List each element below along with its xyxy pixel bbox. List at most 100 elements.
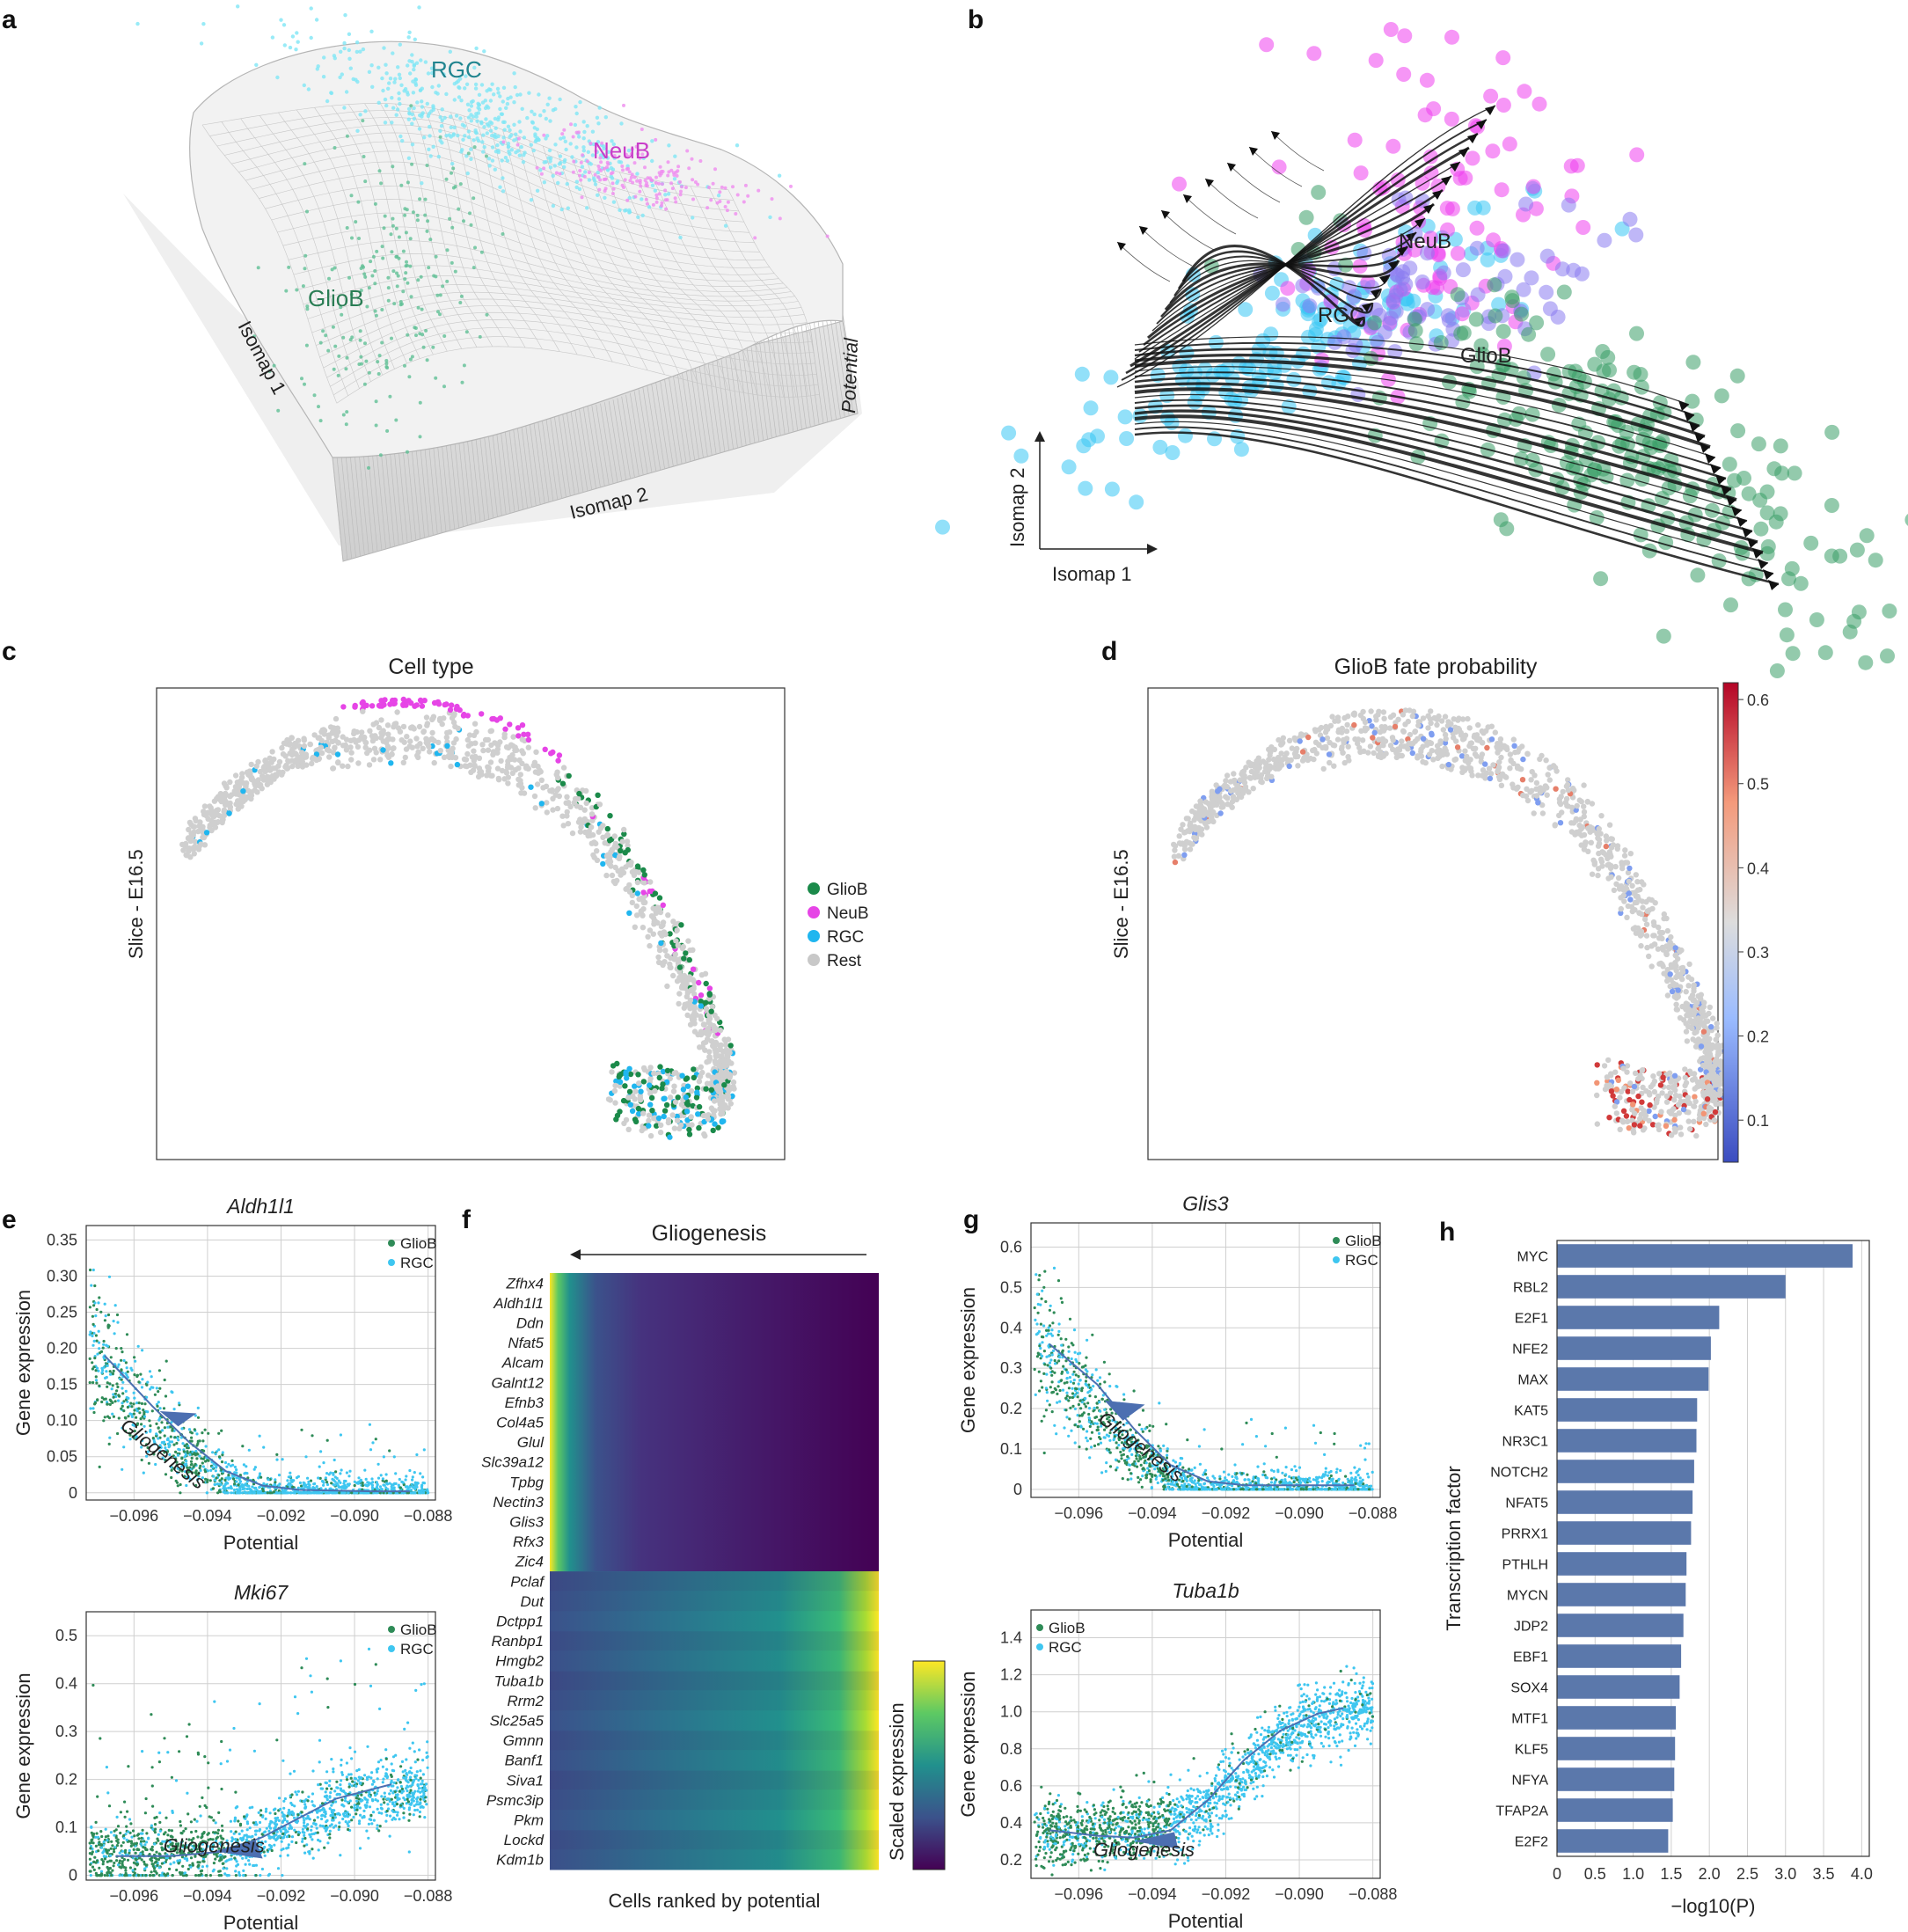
landscape-cell-neub (631, 180, 635, 185)
slice-cell-rest (609, 872, 616, 879)
slice-cell-rest (385, 745, 391, 751)
slice-cell-rest (446, 729, 453, 735)
landscape-cell-rgc (420, 99, 424, 104)
velocity-cell-gliob (1513, 451, 1529, 467)
velocity-cell-gliob (1868, 553, 1883, 568)
landscape-cell-rgc (483, 99, 487, 103)
slice-cell-rest (430, 714, 437, 720)
landscape-cell-gliob (442, 384, 446, 389)
landscape-mesh-line (727, 189, 820, 395)
landscape-wall-line (714, 347, 730, 451)
landscape-cell-rgc (777, 173, 782, 178)
slice-cell-high-prob (1635, 1093, 1641, 1100)
slice-cell-rest (1704, 1052, 1710, 1059)
slice-cell-mid-prob (1370, 735, 1376, 741)
landscape-cell-neub (825, 234, 830, 238)
slice-cell-low-prob (1320, 736, 1326, 743)
landscape-cell-rgc (525, 115, 530, 121)
slice-cell-rest (455, 725, 461, 731)
slice-cell-rest (259, 786, 265, 792)
colorbar-tick-label: 0.6 (1747, 692, 1769, 709)
landscape-cell-rgc (517, 153, 522, 157)
landscape-cell-neub (664, 207, 669, 211)
panel-a: a Isomap 1 Isomap 2 Potential RGC NeuB G… (2, 4, 862, 562)
landscape-cell-rgc (585, 206, 589, 210)
slice-cell-rest (1420, 743, 1426, 750)
slice-cell-rest (577, 829, 584, 835)
slice-cell-rest (1706, 1104, 1713, 1111)
landscape-cell-rgc (396, 65, 400, 70)
landscape-cell-rgc (635, 172, 640, 176)
slice-cell-rest (679, 982, 686, 989)
velocity-cell-gliob (1690, 567, 1706, 583)
landscape-cell-neub (676, 165, 681, 169)
slice-cell-rest (565, 821, 572, 827)
slice-cell-rest (1395, 716, 1401, 722)
landscape-cell-gliob (416, 305, 420, 310)
landscape-cell-rgc (473, 86, 479, 91)
slice-cell-rest (1608, 836, 1614, 842)
landscape-cell-rgc (399, 83, 404, 88)
slice-cell-gliob (652, 890, 659, 896)
velocity-cell-mixed (1440, 308, 1456, 324)
slice-cell-rest (280, 750, 287, 757)
landscape-cell-rgc (463, 134, 467, 138)
landscape-cell-gliob (428, 238, 433, 242)
slice-cell-rest (690, 947, 696, 954)
slice-cell-rest (647, 942, 653, 949)
velocity-cell-neub (1430, 247, 1446, 263)
landscape-wall-line (638, 389, 653, 473)
slice-cell-rest (1339, 744, 1345, 750)
landscape-wall-line (684, 363, 699, 459)
slice-cell-rest (1693, 1028, 1700, 1036)
velocity-cell-rgc (1197, 362, 1213, 377)
slice-cell-rest (1678, 1124, 1684, 1131)
velocity-cell-gliob (1338, 257, 1354, 273)
slice-cell-neub (525, 736, 532, 743)
slice-cell-rest (262, 768, 268, 775)
landscape-cell-rgc (493, 116, 498, 121)
landscape-cell-rgc (270, 35, 275, 40)
slice-cell-rest (569, 830, 576, 837)
landscape-mesh-line (293, 252, 795, 302)
landscape-mesh-line (423, 106, 509, 348)
slice-cell-rest (1619, 1117, 1626, 1124)
slice-cell-rest (347, 744, 354, 750)
landscape-cell-gliob (399, 183, 404, 187)
landscape-cell-neub (718, 200, 722, 203)
landscape-wall-line (765, 324, 781, 436)
slice-cell-rest (1658, 1109, 1664, 1115)
slice-cell-gliob (595, 792, 601, 798)
landscape-cell-rgc (333, 55, 337, 61)
velocity-cell-neub (1454, 306, 1470, 322)
panel-label-d: d (1101, 637, 1117, 666)
landscape-cell-gliob (336, 373, 340, 377)
landscape-cell-rgc (488, 128, 493, 133)
landscape-cell-rgc (546, 156, 552, 160)
slice-cell-rest (1633, 872, 1640, 878)
landscape-cell-rgc (596, 193, 600, 197)
slice-cell-rest (1533, 793, 1540, 799)
slice-cell-rest (1187, 828, 1193, 835)
slice-cell-rest (1673, 1001, 1679, 1008)
landscape-cell-neub (579, 178, 583, 182)
slice-cell-rgc (683, 1094, 689, 1101)
slice-cell-rest (414, 752, 420, 758)
landscape-cell-neub (663, 188, 668, 193)
landscape-cell-gliob (354, 220, 358, 224)
point-rgc (97, 1301, 100, 1305)
landscape-cell-rgc (544, 116, 548, 121)
velocity-cell-neub (1525, 179, 1541, 194)
slice-cell-neub (515, 725, 522, 731)
slice-cell-rest (1630, 1127, 1636, 1134)
slice-cell-rest (1178, 826, 1184, 832)
landscape-cell-neub (676, 169, 680, 173)
slice-cell-rest (1224, 801, 1231, 808)
slice-cell-rest (1239, 769, 1246, 775)
landscape-cell-neub (679, 189, 683, 194)
slice-cell-rest (1660, 963, 1666, 970)
landscape-cell-gliob (442, 334, 447, 338)
slice-cell-rest (484, 772, 490, 779)
slice-cell-rest (1564, 781, 1571, 788)
slice-cell-rest (318, 744, 325, 750)
